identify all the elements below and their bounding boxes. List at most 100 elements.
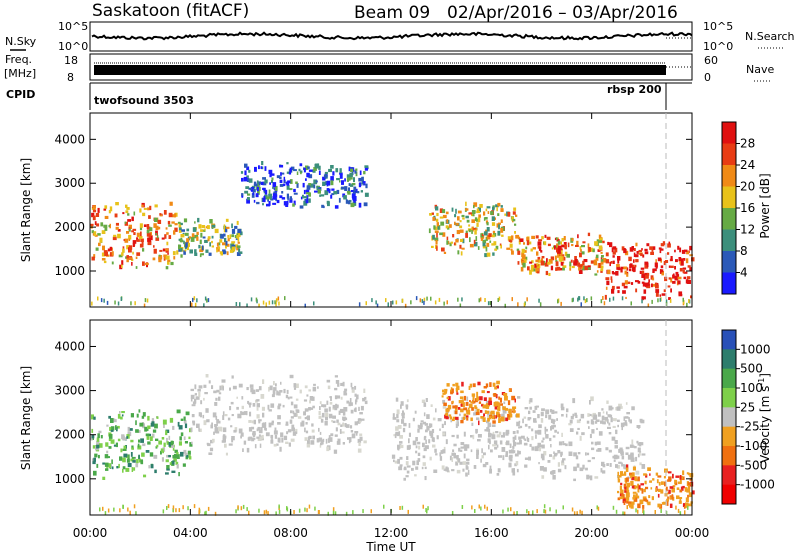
echo-cell [491,243,495,246]
echo-cell [387,302,389,307]
echo-cell [474,409,479,414]
echo-cell [663,260,667,266]
echo-cell [183,240,185,245]
echo-cell [317,189,321,194]
echo-cell [483,231,488,236]
echo-cell [324,408,328,413]
echo-cell [318,411,321,415]
echo-cell [623,266,628,270]
echo-cell [639,418,643,423]
echo-cell [582,241,586,244]
echo-cell [92,233,95,236]
echo-cell [173,256,176,260]
colorbar-segment [722,165,736,187]
colorbar-segment [722,446,736,466]
echo-cell [489,240,492,243]
echo-cell [274,185,278,191]
echo-cell [126,207,130,210]
echo-cell [330,176,334,181]
echo-cell [161,437,165,440]
echo-cell [600,468,603,473]
echo-cell [359,420,361,423]
echo-cell [478,298,480,303]
echo-cell [543,504,546,509]
echo-cell [626,273,629,277]
echo-cell [303,200,308,206]
echo-cell [504,303,506,308]
echo-cell [209,219,213,224]
echo-cell [104,511,107,516]
echo-cell [424,466,427,470]
echo-cell [166,241,169,246]
echo-cell [591,441,594,445]
echo-cell [536,509,538,514]
echo-cell [185,232,189,236]
echo-cell [331,420,333,423]
echo-cell [593,414,598,420]
echo-cell [126,436,129,439]
echo-cell [237,505,239,510]
echo-cell [679,489,683,493]
echo-cell [591,457,595,460]
echo-cell [615,464,618,468]
echo-cell [435,245,437,249]
echo-cell [651,283,653,288]
echo-cell [236,252,241,256]
echo-cell [434,230,439,233]
echo-cell [683,258,686,261]
echo-cell [489,301,492,305]
echo-cell [309,407,314,410]
echo-cell [686,276,691,280]
echo-cell [569,268,572,271]
echo-cell [666,498,669,502]
echo-cell [607,419,609,424]
echo-cell [502,406,506,411]
echo-cell [596,441,601,445]
echo-cell [608,422,611,426]
echo-cell [637,476,640,482]
echo-cell [91,301,93,306]
echo-cell [154,217,158,222]
echo-cell [531,260,534,264]
echo-cell [553,452,557,457]
echo-cell [144,426,148,432]
echo-cell [261,406,265,411]
echo-cell [600,420,604,424]
echo-cell [405,475,409,478]
echo-cell [424,423,428,426]
echo-cell [655,472,659,476]
echo-cell [687,280,691,284]
echo-cell [487,301,490,306]
echo-cell [430,296,432,301]
echo-cell [130,458,135,462]
colorbar-frame [721,329,737,505]
echo-cell [342,411,346,416]
echo-cell [246,447,250,453]
echo-cell [238,428,243,434]
echo-cell [560,241,562,245]
echo-cell [107,248,111,252]
freq-label: Freq. [5,53,32,66]
echo-cell [196,423,200,428]
echo-cell [460,390,464,394]
echo-cell [463,407,468,411]
echo-cell [665,486,668,492]
echo-cell [471,505,473,510]
echo-cell [164,234,167,239]
echo-cell [565,413,568,418]
echo-cell [175,461,179,465]
echo-cell [621,426,623,431]
echo-cell [486,252,491,257]
echo-cell [340,424,343,427]
echo-cell [195,396,200,400]
echo-cell [211,385,214,389]
echo-cell [569,428,574,432]
echo-cell [513,468,515,471]
echo-cell [340,396,343,400]
echo-cell [443,402,447,406]
echo-cell [645,486,649,490]
echo-cell [637,483,640,489]
echo-cell [308,174,313,179]
echo-cell [270,439,274,444]
echo-cell [466,458,470,462]
